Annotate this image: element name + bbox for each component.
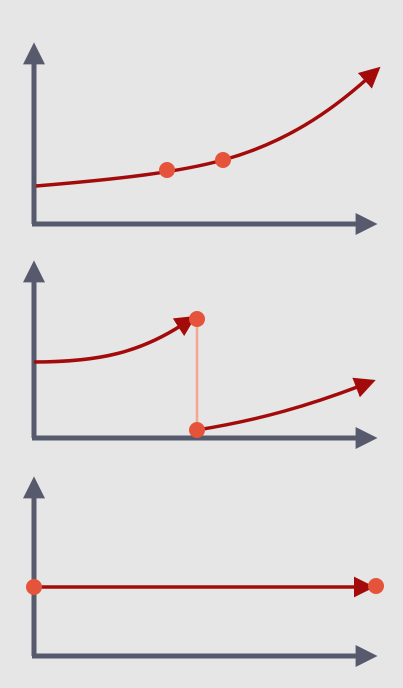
axes bbox=[22, 42, 378, 236]
second-rising-curve bbox=[196, 377, 376, 432]
end-point bbox=[368, 578, 384, 594]
first-rising-curve bbox=[33, 315, 197, 364]
peak-point bbox=[189, 311, 205, 327]
panel-exponential-growth bbox=[22, 42, 381, 236]
panel-reset-discontinuity bbox=[22, 260, 378, 450]
growth-curve bbox=[35, 66, 381, 188]
axes bbox=[22, 476, 378, 668]
reset-point bbox=[189, 422, 205, 438]
axes bbox=[22, 260, 378, 450]
panel-constant bbox=[22, 476, 384, 668]
curve-point-1 bbox=[159, 162, 175, 178]
start-point bbox=[26, 579, 42, 595]
curve-point-2 bbox=[215, 152, 231, 168]
